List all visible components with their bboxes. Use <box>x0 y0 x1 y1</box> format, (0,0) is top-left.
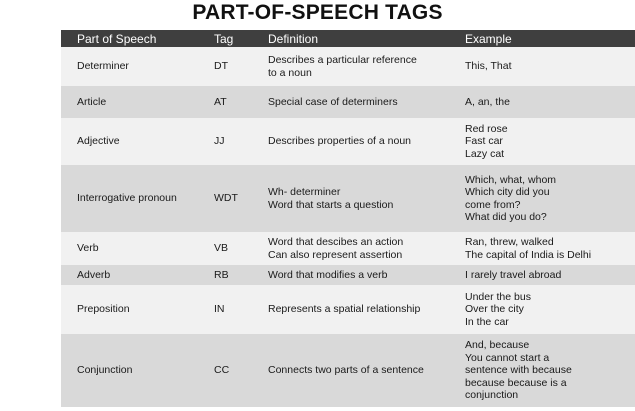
cell-definition: Describes properties of a noun <box>264 118 461 165</box>
cell-definition: Connects two parts of a sentence <box>264 334 461 407</box>
cell-example: Which, what, whom Which city did you com… <box>461 165 635 232</box>
cell-part-of-speech: Determiner <box>61 47 198 86</box>
cell-tag: CC <box>198 334 264 407</box>
cell-part-of-speech: Verb <box>61 232 198 265</box>
table-row: Conjunction CC Connects two parts of a s… <box>61 334 635 407</box>
header-definition: Definition <box>264 30 461 47</box>
table-row: Determiner DT Describes a particular ref… <box>61 47 635 86</box>
cell-example: Under the bus Over the city In the car <box>461 285 635 334</box>
cell-tag: IN <box>198 285 264 334</box>
header-tag: Tag <box>198 30 264 47</box>
table-row: Interrogative pronoun WDT Wh- determiner… <box>61 165 635 232</box>
cell-definition: Represents a spatial relationship <box>264 285 461 334</box>
cell-part-of-speech: Conjunction <box>61 334 198 407</box>
table-header-row: Part of Speech Tag Definition Example <box>61 30 635 47</box>
table-row: Preposition IN Represents a spatial rela… <box>61 285 635 334</box>
cell-example: Ran, threw, walked The capital of India … <box>461 232 635 265</box>
table-row: Adverb RB Word that modifies a verb I ra… <box>61 265 635 285</box>
cell-tag: WDT <box>198 165 264 232</box>
cell-definition: Word that modifies a verb <box>264 265 461 285</box>
cell-definition: Special case of determiners <box>264 86 461 118</box>
table-row: Article AT Special case of determiners A… <box>61 86 635 118</box>
cell-part-of-speech: Preposition <box>61 285 198 334</box>
cell-part-of-speech: Article <box>61 86 198 118</box>
cell-tag: DT <box>198 47 264 86</box>
cell-example: And, because You cannot start a sentence… <box>461 334 635 407</box>
cell-example: This, That <box>461 47 635 86</box>
cell-example: I rarely travel abroad <box>461 265 635 285</box>
header-part-of-speech: Part of Speech <box>61 30 198 47</box>
table-row: Adjective JJ Describes properties of a n… <box>61 118 635 165</box>
cell-definition: Wh- determiner Word that starts a questi… <box>264 165 461 232</box>
cell-tag: JJ <box>198 118 264 165</box>
table-row: Verb VB Word that descibes an action Can… <box>61 232 635 265</box>
cell-tag: AT <box>198 86 264 118</box>
cell-part-of-speech: Interrogative pronoun <box>61 165 198 232</box>
pos-tags-table: Part of Speech Tag Definition Example De… <box>61 30 635 407</box>
cell-definition: Describes a particular reference to a no… <box>264 47 461 86</box>
cell-tag: VB <box>198 232 264 265</box>
cell-part-of-speech: Adverb <box>61 265 198 285</box>
page-title: PART-OF-SPEECH TAGS <box>192 1 443 24</box>
cell-definition: Word that descibes an action Can also re… <box>264 232 461 265</box>
cell-example: A, an, the <box>461 86 635 118</box>
cell-tag: RB <box>198 265 264 285</box>
cell-example: Red rose Fast car Lazy cat <box>461 118 635 165</box>
cell-part-of-speech: Adjective <box>61 118 198 165</box>
header-example: Example <box>461 30 635 47</box>
